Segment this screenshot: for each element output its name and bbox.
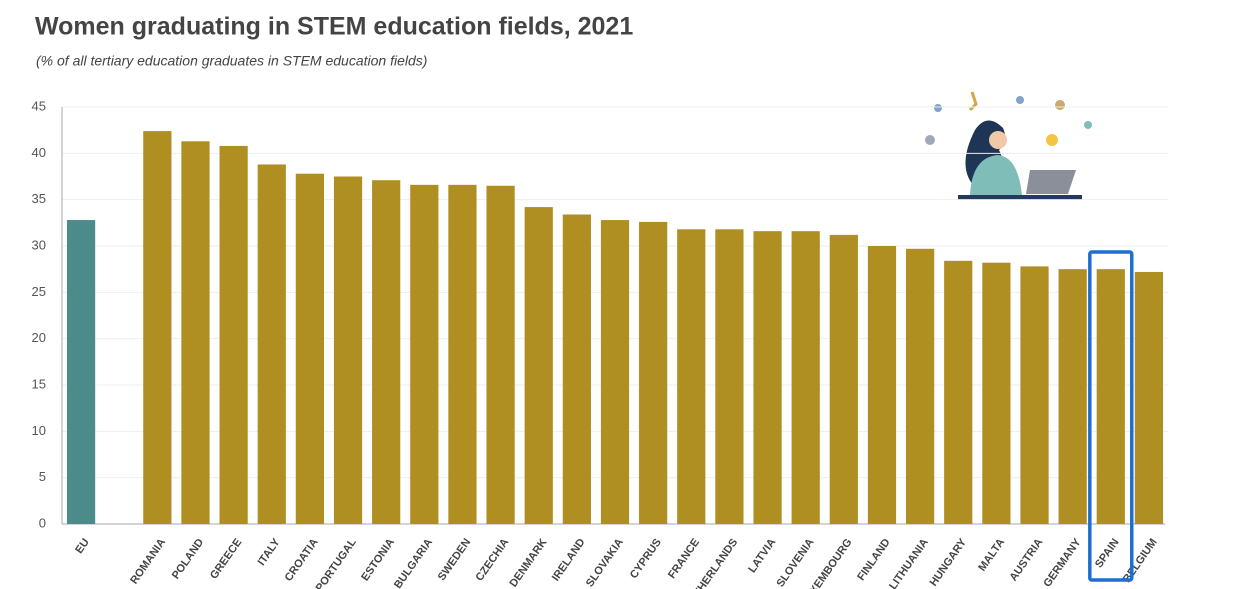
x-tick-label: BULGARIA [392, 536, 435, 589]
x-tick-label: MALTA [976, 536, 1007, 573]
x-tick-label: EU [73, 536, 92, 555]
y-tick-label: 30 [32, 237, 46, 252]
bar [219, 145, 248, 525]
body [970, 155, 1022, 195]
y-tick-label: 0 [39, 515, 46, 530]
x-tick-label: DENMARK [507, 536, 549, 589]
x-tick-label: ESTONIA [359, 536, 397, 583]
bulb [1046, 134, 1058, 146]
face [989, 131, 1007, 149]
chart-subtitle: (% of all tertiary education graduates i… [36, 53, 427, 69]
bar [600, 220, 630, 524]
bar [486, 185, 515, 524]
bar [715, 229, 744, 524]
icon [925, 135, 935, 145]
y-tick-label: 25 [32, 284, 46, 299]
x-tick-label: LITHUANIA [887, 536, 931, 589]
bar [524, 207, 553, 524]
x-tick-label: GREECE [208, 537, 244, 582]
y-tick-label: 40 [32, 145, 46, 160]
illustration [925, 91, 1092, 200]
y-tick-label: 5 [39, 469, 46, 484]
x-tick-label: SLOVAKIA [584, 536, 626, 589]
x-tick-label: HUNGARY [928, 536, 970, 589]
x-tick-label: CZECHIA [474, 536, 512, 583]
y-tick-label: 10 [32, 423, 46, 438]
x-tick-label: GERMANY [1041, 536, 1083, 589]
bar [562, 214, 591, 524]
bar [1058, 269, 1087, 524]
icon [1055, 100, 1065, 110]
bar [677, 229, 706, 524]
laptop [1026, 170, 1076, 194]
bar [1096, 269, 1125, 524]
bar [867, 246, 897, 524]
bar [905, 248, 935, 524]
highlight-box [1088, 250, 1134, 582]
y-tick-label: 35 [32, 191, 46, 206]
x-tick-label: SWEDEN [436, 536, 474, 582]
x-tick-label: POLAND [170, 536, 207, 581]
bar [1020, 266, 1049, 524]
x-tick-label: BELGIUM [1121, 537, 1160, 585]
x-tick-label: AUSTRIA [1007, 536, 1045, 583]
x-tick-label: LATVIA [746, 536, 778, 575]
x-tick-label: FINLAND [855, 536, 893, 582]
bar [448, 184, 477, 524]
x-tick-label: SLOVENIA [774, 536, 816, 589]
chart-title: Women graduating in STEM education field… [35, 13, 633, 41]
desk [958, 195, 1082, 200]
bar [1134, 271, 1164, 524]
bar [944, 260, 973, 524]
bar [982, 262, 1011, 524]
bar [791, 231, 820, 524]
x-tick-label: CYPRUS [628, 537, 664, 581]
bar [372, 180, 401, 524]
x-tick-label: PORTUGAL [314, 536, 359, 589]
icon [1016, 96, 1024, 104]
x-tick-label: SPAIN [1093, 536, 1122, 570]
bar [639, 221, 668, 524]
x-tick-label: CROATIA [283, 536, 321, 583]
bar [257, 164, 286, 524]
y-tick-label: 45 [32, 98, 46, 113]
y-tick-label: 20 [32, 330, 46, 345]
icon [1084, 121, 1092, 129]
bar [181, 141, 210, 524]
bar [753, 231, 782, 524]
x-tick-label: ITALY [256, 536, 283, 568]
x-tick-label: ROMANIA [128, 536, 168, 586]
icon [968, 91, 978, 112]
y-tick-label: 15 [32, 376, 46, 391]
bar [295, 173, 325, 524]
bar [829, 234, 858, 524]
bar [66, 220, 96, 524]
x-tick-label: IRELAND [550, 536, 588, 583]
bar [410, 184, 439, 524]
bar [333, 176, 363, 524]
x-tick-label: FRANCE [666, 537, 702, 581]
icon [934, 104, 942, 112]
bar [143, 131, 172, 525]
